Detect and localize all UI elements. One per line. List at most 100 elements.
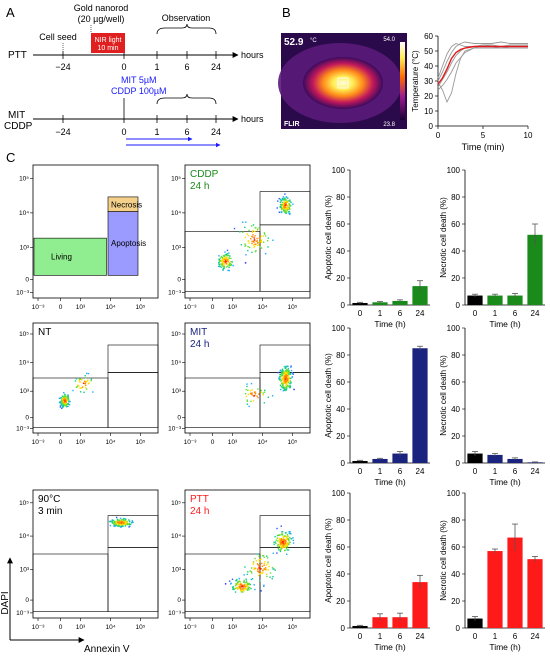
flow-event-dot [282, 383, 284, 385]
flow-event-dot [250, 587, 252, 590]
flow-event-dot [111, 519, 114, 521]
flow-event-dot [75, 378, 78, 380]
bar [487, 295, 503, 305]
bar-y-tick-label: 80 [336, 193, 345, 202]
flow-event-dot [263, 585, 265, 588]
flow-event-dot [240, 586, 242, 588]
flow-event-dot [250, 571, 253, 573]
flow-event-dot [225, 262, 227, 264]
apoptosis-gate-label: Apoptosis [111, 239, 146, 248]
flow-event-dot [287, 549, 290, 551]
flow-event-dot [280, 546, 282, 549]
flow-event-dot [113, 521, 116, 523]
mit-tick-label-m24: −24 [55, 127, 70, 137]
bar-chart-mit-apoptotic: 0 20 40 60 80 100 0 1 6 24 Time (h) Apoptotic cell … [324, 324, 430, 487]
flow-event-dot [110, 520, 112, 523]
flow-event-dot [289, 385, 292, 388]
flow-event-dot [61, 399, 63, 401]
flow-event-dot [64, 402, 67, 404]
flow-y-tick-label: 0 [25, 597, 29, 604]
flow-event-dot [282, 379, 284, 381]
flow-event-dot [243, 581, 245, 583]
flow-event-dot [289, 200, 291, 202]
flow-event-dot [220, 260, 223, 262]
flow-y-tick-label: 10⁻³ [168, 610, 182, 617]
flow-event-dot [257, 244, 259, 246]
thermal-scalebar [400, 42, 405, 120]
flow-event-dot [66, 406, 68, 408]
flow-event-dot [287, 378, 290, 380]
flow-event-dot [249, 389, 252, 392]
cddp-label: CDDP [4, 121, 33, 132]
flow-event-dot [246, 573, 248, 576]
flow-x-tick-label: 10³ [76, 624, 86, 631]
flow-event-dot [90, 380, 92, 382]
flow-event-dot [226, 265, 229, 267]
flow-event-dot [64, 404, 66, 407]
flow-event-dot [280, 375, 282, 378]
flow-event-dot [258, 227, 260, 229]
flow-event-dot [84, 382, 87, 384]
flow-event-dot [285, 540, 287, 543]
flow-event-dot [223, 266, 225, 268]
flow-event-dot [228, 580, 231, 582]
flow-event-dot [262, 554, 265, 557]
flow-x-tick-label: 10⁻³ [32, 439, 46, 446]
flow-event-dot [283, 206, 285, 208]
flow-event-dot [251, 231, 254, 233]
panel-b: B 52.9 °C 54.0 23.8 FLIR 0 10 20 30 40 50 60 0 5… [278, 5, 533, 152]
flow-event-dot [79, 387, 81, 389]
flow-event-dot [222, 265, 225, 267]
flow-event-dot [121, 518, 124, 521]
flow-event-dot [221, 260, 224, 262]
flow-event-dot [221, 261, 224, 263]
flow-event-dot [272, 575, 274, 578]
flow-event-dot [255, 250, 257, 252]
flow-event-dot [222, 269, 224, 271]
flow-event-dot [286, 370, 288, 373]
flow-event-dot [289, 199, 291, 201]
flow-event-dot [291, 372, 294, 374]
flow-plot-time: 24 h [190, 339, 209, 350]
flow-event-dot [67, 405, 69, 408]
flow-event-dot [218, 255, 220, 257]
flow-event-dot [125, 523, 127, 525]
flow-event-dot [245, 254, 247, 256]
flow-event-dot [281, 374, 284, 376]
flow-event-dot [218, 258, 220, 260]
flow-event-dot [242, 586, 244, 588]
flow-event-dot [252, 563, 255, 565]
flow-event-dot [230, 263, 232, 265]
flow-event-dot [290, 201, 292, 204]
flow-event-dot [121, 523, 124, 525]
panel-label-a: A [6, 5, 15, 20]
flow-event-dot [233, 227, 236, 230]
flow-event-dot [292, 373, 295, 375]
flow-event-dot [289, 384, 291, 387]
mit-tick-label-1: 1 [154, 127, 159, 137]
flow-event-dot [67, 394, 69, 397]
flow-event-dot [286, 379, 289, 382]
mit-dose-label: MIT 5µM [121, 75, 157, 85]
flow-event-dot [284, 199, 286, 201]
flow-event-dot [248, 586, 251, 589]
flow-event-dot [116, 518, 119, 521]
flow-event-dot [285, 386, 288, 389]
flow-event-dot [287, 205, 289, 207]
flow-event-dot [284, 204, 287, 206]
flow-event-dot [281, 547, 284, 549]
flow-y-tick-label: 10³ [20, 566, 30, 573]
flow-event-dot [288, 385, 290, 388]
flow-event-dot [292, 537, 294, 539]
flow-x-tick-label: 0 [59, 624, 63, 631]
flow-event-dot [251, 236, 254, 238]
flow-event-dot [64, 398, 67, 401]
flow-event-dot [72, 389, 74, 392]
flow-event-dot [249, 246, 251, 249]
flow-event-dot [278, 541, 281, 544]
flow-event-dot [127, 523, 129, 525]
flow-event-dot [60, 404, 63, 406]
flow-event-dot [227, 261, 229, 263]
flow-event-dot [63, 396, 65, 398]
